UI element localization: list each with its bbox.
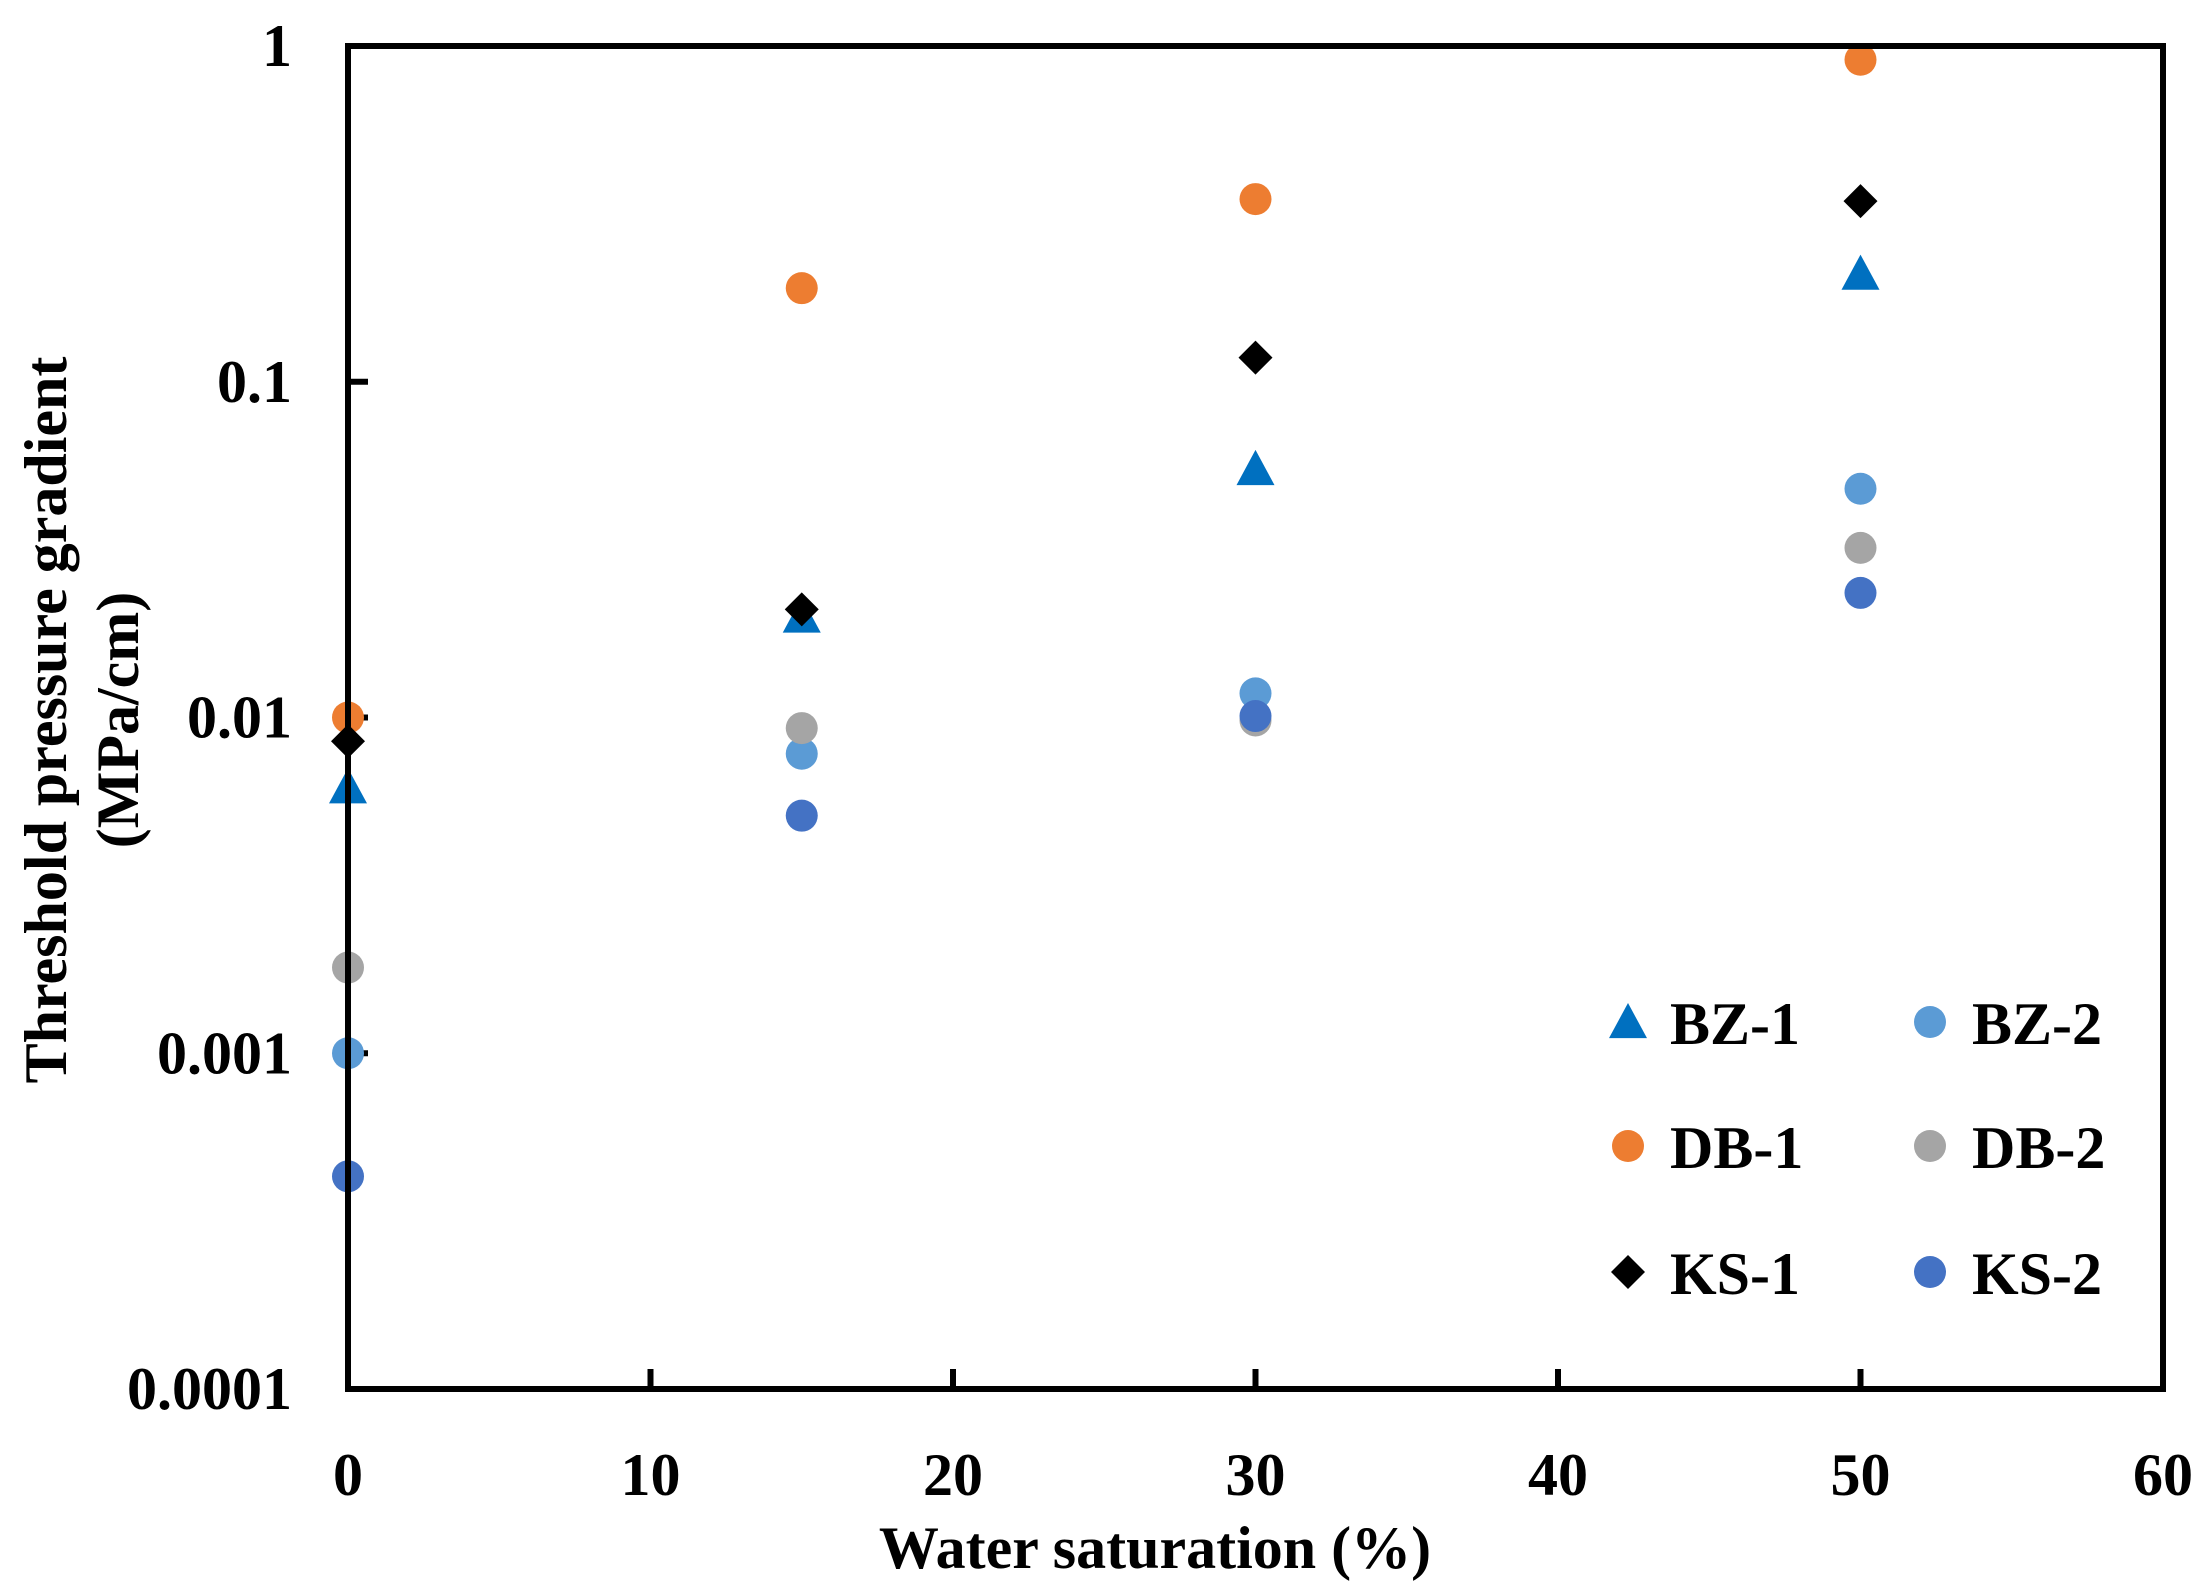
legend: BZ-1 BZ-2 DB-1 DB-2 KS-1 KS-2 xyxy=(1609,991,2105,1307)
x-tick-label: 30 xyxy=(1226,1442,1286,1508)
data-point-ks-1 xyxy=(784,592,819,627)
tick-labels: 0 10 20 30 40 50 60 0.0001 0.001 0.01 0.1 1 xyxy=(127,13,2193,1508)
data-point-ks-2 xyxy=(1239,700,1272,733)
y-axis-title: Threshold pressure gradient (MPa/cm) xyxy=(13,357,151,1084)
plot-frame xyxy=(345,43,2166,1392)
y-tick-label: 0.001 xyxy=(157,1020,292,1086)
data-point-bz-1 xyxy=(1841,254,1880,290)
data-point-ks-1 xyxy=(1843,184,1878,219)
x-tick-label: 20 xyxy=(923,1442,983,1508)
legend-marker-ks-2 xyxy=(1914,1256,1946,1288)
legend-label-bz-2: BZ-2 xyxy=(1972,991,2102,1057)
data-point-bz-1 xyxy=(1236,449,1275,486)
data-point-bz-2 xyxy=(785,737,818,770)
legend-label-bz-1: BZ-1 xyxy=(1670,991,1800,1057)
y-tick-label: 0.1 xyxy=(217,349,292,415)
legend-marker-bz-2 xyxy=(1914,1006,1946,1038)
data-point-bz-2 xyxy=(1239,677,1272,710)
legend-marker-db-2 xyxy=(1914,1130,1946,1162)
y-tick-label: 0.01 xyxy=(187,685,292,751)
data-point-db-2 xyxy=(1844,531,1877,564)
legend-label-ks-2: KS-2 xyxy=(1972,1241,2102,1307)
legend-marker-db-1 xyxy=(1612,1130,1644,1162)
x-tick-label: 60 xyxy=(2133,1442,2193,1508)
legend-marker-bz-1 xyxy=(1609,1003,1647,1039)
data-point-db-1 xyxy=(1239,183,1272,216)
legend-marker-ks-1 xyxy=(1611,1255,1645,1289)
data-point-ks-1 xyxy=(1238,340,1273,375)
x-tick-label: 0 xyxy=(333,1442,363,1508)
data-point-ks-2 xyxy=(785,799,818,832)
x-tick-label: 40 xyxy=(1528,1442,1588,1508)
legend-label-db-1: DB-1 xyxy=(1670,1115,1803,1181)
y-tick-label: 1 xyxy=(262,13,292,79)
legend-label-ks-1: KS-1 xyxy=(1670,1241,1800,1307)
legend-label-db-2: DB-2 xyxy=(1972,1115,2105,1181)
y-tick-label: 0.0001 xyxy=(127,1356,292,1422)
data-point-db-1 xyxy=(785,272,818,305)
x-tick-label: 50 xyxy=(1831,1442,1891,1508)
data-point-db-1 xyxy=(1844,43,1877,76)
y-axis-title-line2: (MPa/cm) xyxy=(85,592,151,849)
x-tick-label: 10 xyxy=(621,1442,681,1508)
y-axis-title-line1: Threshold pressure gradient xyxy=(13,357,79,1084)
x-axis-title: Water saturation (%) xyxy=(879,1515,1431,1581)
data-point-bz-2 xyxy=(1844,472,1877,505)
data-point-db-2 xyxy=(785,712,818,745)
data-point-ks-2 xyxy=(1844,576,1877,609)
